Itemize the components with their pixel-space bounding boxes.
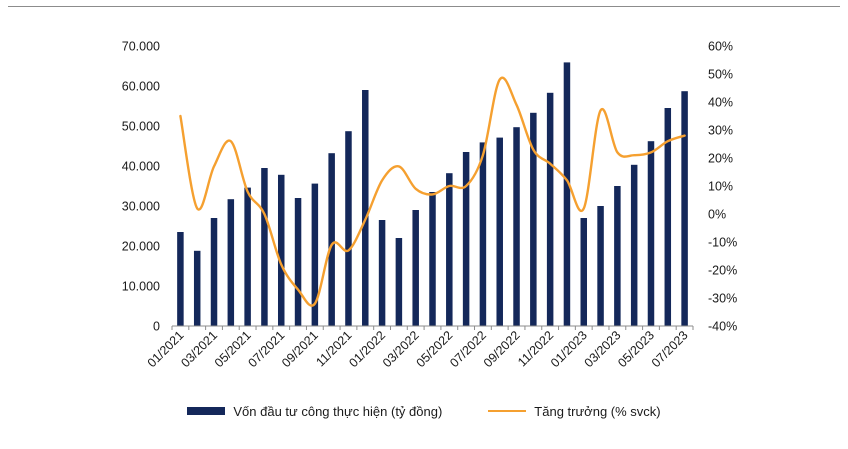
bar-series [177, 62, 688, 327]
left-y-tick-label: 60.000 [122, 80, 160, 94]
x-tick-label: 01/2021 [145, 328, 187, 370]
x-tick-label: 07/2023 [649, 328, 691, 370]
right-y-tick-label: 20% [708, 152, 733, 166]
legend-label-bars: Vốn đầu tư công thực hiện (tỷ đồng) [233, 403, 443, 419]
bar [496, 137, 503, 326]
right-y-tick-label: -30% [708, 292, 737, 306]
left-y-axis: 0 10.000 20.000 30.000 40.000 50.000 60.000 70.… [122, 40, 160, 334]
left-y-tick-label: 40.000 [122, 160, 160, 174]
left-y-tick-label: 70.000 [122, 40, 160, 54]
bar [277, 174, 285, 326]
bar [580, 218, 588, 326]
x-tick-label: 01/2023 [548, 328, 590, 370]
x-tick-label: 09/2022 [481, 328, 523, 370]
right-y-tick-label: 50% [708, 68, 733, 82]
legend: Vốn đầu tư công thực hiện (tỷ đồng) Tăng… [0, 400, 848, 422]
right-y-tick-label: -20% [708, 264, 737, 278]
x-tick-label: 09/2021 [279, 328, 321, 370]
bar [446, 173, 453, 326]
x-tick-label: 03/2022 [380, 328, 422, 370]
x-tick-label: 05/2021 [212, 328, 254, 370]
right-y-tick-label: 40% [708, 96, 733, 110]
bar [563, 62, 571, 327]
bar [328, 153, 335, 326]
bar [630, 164, 638, 326]
chart: 0 10.000 20.000 30.000 40.000 50.000 60.000 70.… [122, 40, 737, 371]
x-tick-label: 07/2021 [246, 328, 288, 370]
bar [647, 141, 655, 326]
left-y-tick-label: 30.000 [122, 200, 160, 214]
bar [664, 108, 672, 326]
bar [244, 187, 251, 326]
bar [345, 131, 352, 326]
left-y-tick-label: 10.000 [122, 280, 160, 294]
left-y-tick-label: 20.000 [122, 240, 160, 254]
x-tick-label: 05/2022 [414, 328, 456, 370]
x-tick-label: 03/2021 [178, 328, 220, 370]
line-series [179, 76, 686, 307]
bar [513, 127, 520, 326]
x-tick-label: 05/2023 [615, 328, 657, 370]
bar [614, 186, 621, 326]
bar [429, 192, 436, 326]
bar [546, 92, 554, 326]
bar [479, 142, 487, 326]
legend-item-line: Tăng trưởng (% svck) [488, 403, 661, 419]
bar [462, 152, 470, 326]
bar [681, 91, 688, 326]
legend-line-swatch [488, 410, 527, 412]
right-y-tick-label: 10% [708, 180, 733, 194]
right-y-axis: -40% -30% -20% -10% 0% 10% 20% 30% 40% 50% 60% [708, 40, 737, 334]
bar [193, 250, 201, 326]
bar [210, 218, 218, 326]
bar [597, 206, 604, 326]
bar [311, 183, 319, 326]
bar [294, 198, 302, 326]
right-y-tick-label: -10% [708, 236, 737, 250]
right-y-tick-label: 30% [708, 124, 733, 138]
legend-bar-swatch [187, 407, 226, 415]
x-tick-label: 07/2022 [447, 328, 489, 370]
bar [362, 90, 369, 326]
x-tick-label: 03/2023 [582, 328, 624, 370]
x-axis: 01/202103/202105/202107/202109/202111/20… [145, 325, 694, 370]
bar [395, 238, 403, 326]
bar [378, 220, 386, 326]
top-rule [8, 6, 840, 7]
bar [177, 232, 184, 326]
growth-line [179, 76, 686, 307]
x-tick-label: 01/2022 [346, 328, 388, 370]
right-y-tick-label: 0% [708, 208, 726, 222]
bar [530, 112, 537, 326]
right-y-tick-label: 60% [708, 40, 733, 54]
left-y-tick-label: 0 [153, 320, 160, 334]
bar [227, 199, 235, 326]
left-y-tick-label: 50.000 [122, 120, 160, 134]
right-y-tick-label: -40% [708, 320, 737, 334]
bar [412, 210, 419, 326]
legend-item-bars: Vốn đầu tư công thực hiện (tỷ đồng) [187, 404, 442, 419]
bar [261, 168, 268, 326]
legend-label-line: Tăng trưởng (% svck) [534, 403, 661, 419]
